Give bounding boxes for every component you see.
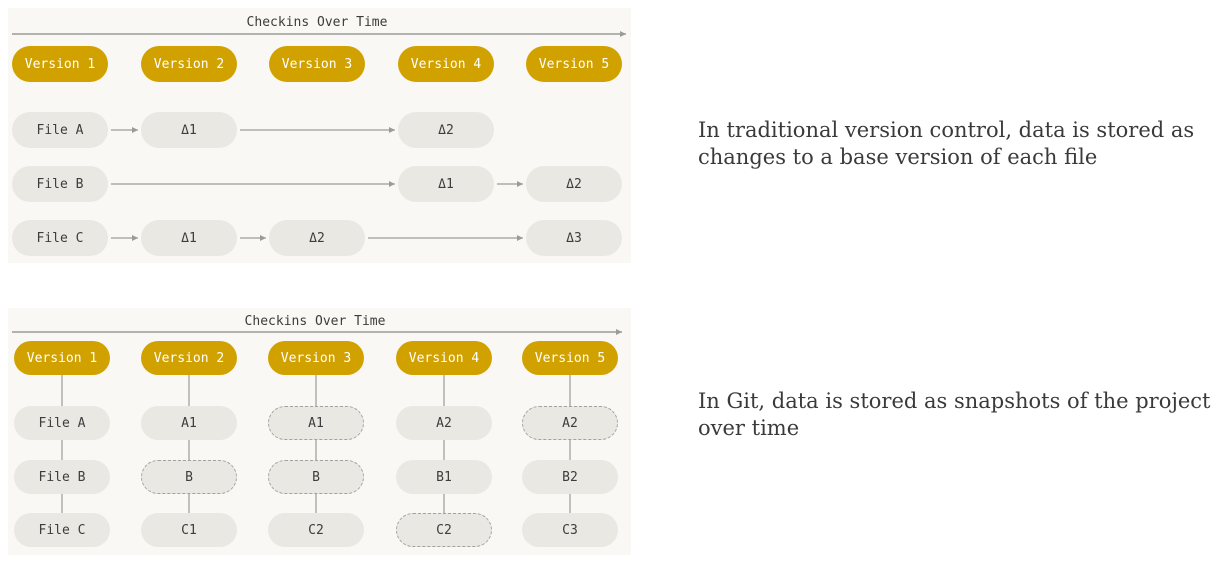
snapshot-diagram-connectors: [12, 329, 622, 530]
delta-node: Δ1: [141, 112, 237, 148]
delta-node: Δ2: [398, 112, 494, 148]
file-label-file-b: File B: [14, 460, 110, 494]
file-label-file-a: File A: [14, 406, 110, 440]
unchanged-snapshot-node: B: [268, 460, 364, 494]
delta-diagram-connectors: [12, 31, 626, 241]
snapshot-node: C1: [141, 513, 237, 547]
unchanged-snapshot-node: A1: [268, 406, 364, 440]
unchanged-snapshot-node: C2: [396, 513, 492, 547]
delta-caption: In traditional version control, data is …: [698, 118, 1195, 169]
file-label-file-c: File C: [14, 513, 110, 547]
version-badge-5: Version 5: [522, 341, 618, 375]
snapshot-diagram: Checkins Over Time Version 1 Version 2 Ver…: [8, 308, 631, 555]
snapshot-node: B2: [522, 460, 618, 494]
file-label-file-b: File B: [12, 166, 108, 202]
delta-node: Δ1: [141, 220, 237, 256]
delta-node: Δ2: [269, 220, 365, 256]
version-badge-2: Version 2: [141, 341, 237, 375]
version-badge-1: Version 1: [14, 341, 110, 375]
snapshot-node: B1: [396, 460, 492, 494]
version-badge-5: Version 5: [526, 46, 622, 82]
file-label-file-a: File A: [12, 112, 108, 148]
snapshot-node: C2: [268, 513, 364, 547]
delta-node: Δ3: [526, 220, 622, 256]
file-label-file-c: File C: [12, 220, 108, 256]
unchanged-snapshot-node: A2: [522, 406, 618, 440]
snapshot-node: A2: [396, 406, 492, 440]
unchanged-snapshot-node: B: [141, 460, 237, 494]
version-badge-3: Version 3: [268, 341, 364, 375]
timeline-title: Checkins Over Time: [244, 314, 386, 329]
snapshot-node: C3: [522, 513, 618, 547]
version-badge-4: Version 4: [398, 46, 494, 82]
timeline-title: Checkins Over Time: [246, 15, 388, 30]
delta-diagram: Checkins Over Time Version 1 Version 2 Ver…: [8, 8, 631, 263]
version-badge-4: Version 4: [396, 341, 492, 375]
version-badge-1: Version 1: [12, 46, 108, 82]
version-badge-2: Version 2: [141, 46, 237, 82]
snapshot-caption: In Git, data is stored as snapshots of t…: [698, 389, 1211, 440]
snapshot-node: A1: [141, 406, 237, 440]
delta-node: Δ2: [526, 166, 622, 202]
version-badge-3: Version 3: [269, 46, 365, 82]
delta-node: Δ1: [398, 166, 494, 202]
